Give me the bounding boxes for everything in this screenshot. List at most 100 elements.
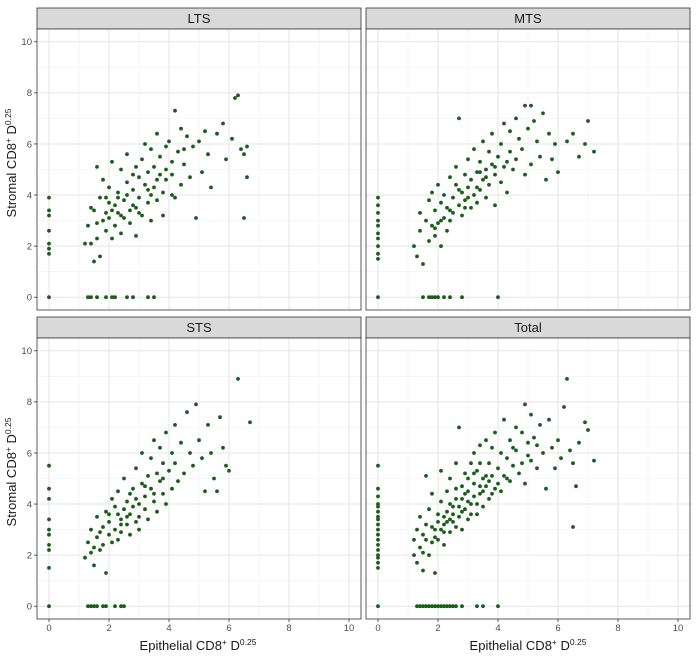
data-point xyxy=(592,149,596,154)
data-point xyxy=(445,489,449,494)
data-point xyxy=(134,520,138,524)
data-point xyxy=(418,211,422,215)
data-point xyxy=(170,486,174,491)
data-point xyxy=(427,239,431,243)
data-point xyxy=(466,489,470,494)
data-point xyxy=(541,111,545,116)
data-point xyxy=(113,203,117,208)
data-point xyxy=(511,445,515,450)
data-point xyxy=(541,451,545,455)
data-point xyxy=(520,461,524,466)
data-point xyxy=(86,295,90,300)
panel-lts: LTS 0 2 4 6 8 10 xyxy=(21,7,362,311)
data-point xyxy=(376,548,380,552)
data-point xyxy=(47,213,51,218)
data-point xyxy=(430,295,434,300)
data-point xyxy=(523,172,527,177)
data-point xyxy=(376,251,380,256)
data-point xyxy=(239,147,243,152)
data-point xyxy=(137,195,141,200)
data-point xyxy=(131,203,135,208)
data-point xyxy=(454,486,458,491)
panel-border xyxy=(365,28,691,311)
data-point xyxy=(433,527,437,532)
data-point xyxy=(448,517,452,522)
data-point xyxy=(125,522,129,527)
data-point xyxy=(499,142,503,146)
data-point xyxy=(104,211,108,215)
data-point xyxy=(89,604,93,609)
data-point xyxy=(173,195,177,200)
data-point xyxy=(140,481,144,486)
data-point xyxy=(472,451,476,455)
data-point xyxy=(167,468,171,473)
data-point xyxy=(215,489,219,494)
data-point xyxy=(415,254,419,259)
data-point xyxy=(149,147,153,152)
data-point xyxy=(439,468,443,473)
data-point xyxy=(442,295,446,300)
data-point xyxy=(188,451,192,455)
data-point xyxy=(430,604,434,609)
data-point xyxy=(508,438,512,443)
data-point xyxy=(592,458,596,463)
data-point xyxy=(376,566,380,570)
data-point xyxy=(427,295,431,300)
data-point xyxy=(496,154,500,159)
data-point xyxy=(173,461,177,466)
data-point xyxy=(200,456,204,460)
data-point xyxy=(451,512,455,517)
data-point xyxy=(520,430,524,435)
data-point xyxy=(457,188,461,192)
x-tick-label: 2 xyxy=(106,623,111,634)
data-point xyxy=(89,550,93,555)
data-point xyxy=(128,532,132,537)
data-point xyxy=(149,486,153,491)
data-point xyxy=(508,149,512,154)
data-point xyxy=(583,142,587,146)
data-point xyxy=(182,147,186,152)
data-point xyxy=(460,213,464,218)
data-point xyxy=(167,139,171,144)
data-point xyxy=(110,208,114,213)
data-point xyxy=(454,525,458,529)
data-point xyxy=(448,476,452,481)
data-point xyxy=(137,211,141,215)
data-point xyxy=(514,425,518,430)
data-point xyxy=(95,236,99,241)
data-point xyxy=(89,527,93,532)
data-point xyxy=(191,144,195,149)
data-point xyxy=(493,430,497,435)
data-point xyxy=(466,517,470,522)
data-point xyxy=(463,172,467,177)
data-point xyxy=(421,532,425,537)
data-point xyxy=(164,430,168,435)
data-point xyxy=(469,502,473,506)
data-point xyxy=(466,195,470,200)
data-point xyxy=(245,144,249,149)
data-point xyxy=(164,502,168,506)
data-point xyxy=(430,491,434,496)
data-point xyxy=(125,514,129,519)
data-point xyxy=(95,604,99,609)
data-point xyxy=(430,540,434,545)
y-tick-label: 4 xyxy=(27,190,32,201)
data-point xyxy=(146,188,150,192)
data-point xyxy=(376,218,380,223)
data-point xyxy=(101,604,105,609)
data-point xyxy=(113,604,117,609)
data-point xyxy=(460,190,464,195)
data-point xyxy=(161,190,165,195)
data-point xyxy=(170,451,174,455)
data-point xyxy=(125,499,129,504)
data-point xyxy=(448,295,452,300)
data-point xyxy=(376,543,380,547)
data-point xyxy=(457,116,461,121)
data-point xyxy=(421,550,425,555)
data-point xyxy=(433,295,437,300)
data-point xyxy=(122,476,126,481)
data-point xyxy=(436,520,440,524)
data-point xyxy=(517,136,521,141)
data-point xyxy=(454,165,458,169)
